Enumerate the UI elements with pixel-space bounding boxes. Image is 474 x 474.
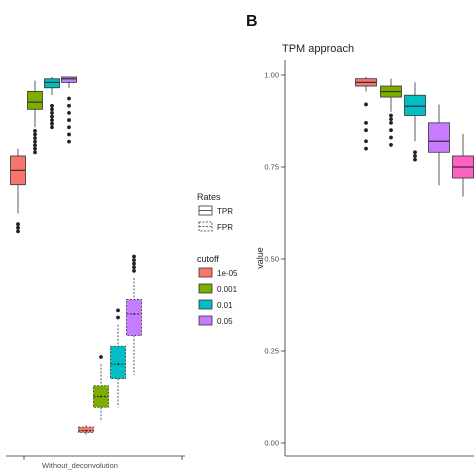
outlier-point [389, 143, 393, 147]
box-body [404, 94, 426, 116]
panel-a-box-fpr-0.001 [93, 355, 109, 422]
legend-label-cutoff: 1e-05 [217, 269, 238, 278]
box-body [428, 122, 450, 153]
box-body [44, 78, 60, 89]
panel-a-box-fpr-1e-05 [78, 425, 94, 436]
box-mean-point [133, 313, 135, 315]
legend-label-tpr: TPR [217, 207, 233, 216]
outlier-point [132, 254, 136, 259]
panel-a-plot: Without_deconvolution [6, 76, 185, 470]
legend-label-fpr: FPR [217, 223, 233, 232]
outlier-point [67, 139, 71, 144]
outlier-point [116, 315, 120, 320]
outlier-point [50, 125, 54, 130]
outlier-point [132, 265, 136, 270]
outlier-point [16, 222, 20, 227]
panel-b-y-tick-label: 0.75 [264, 163, 279, 172]
panel-a-box-tpr-1e-05 [10, 148, 26, 234]
outlier-point [132, 268, 136, 273]
panel-b-box-tpr-extra [452, 133, 474, 197]
outlier-point [50, 111, 54, 115]
outlier-point [389, 113, 393, 118]
panel-b-box-tpr-0.01 [404, 82, 426, 162]
legend: Rates TPR FPR cutoff 1e-05 0.001 0.01 0.… [197, 192, 238, 326]
outlier-point [364, 146, 368, 151]
panel-b-y-tick-label: 1.00 [264, 71, 279, 80]
panel-b-label: B [246, 13, 258, 30]
outlier-point [413, 154, 417, 158]
box-mean-point [85, 429, 87, 432]
legend-rates-title: Rates [197, 192, 221, 202]
outlier-point [364, 139, 368, 144]
outlier-point [364, 102, 368, 107]
box-body [110, 345, 126, 379]
outlier-point [389, 117, 393, 122]
outlier-point [33, 146, 37, 151]
outlier-point [132, 258, 136, 262]
outlier-point [33, 143, 37, 148]
outlier-point [33, 128, 37, 133]
outlier-point [389, 128, 393, 133]
outlier-point [116, 308, 120, 313]
panel-a-x-tick-label: Without_deconvolution [42, 461, 118, 470]
legend-label-cutoff: 0.01 [217, 301, 233, 310]
outlier-point [33, 136, 37, 140]
legend-label-cutoff: 0.001 [217, 285, 238, 294]
panel-b-box-tpr-0.001 [380, 78, 402, 147]
outlier-point [50, 118, 54, 122]
panel-b-y-tick-label: 0.00 [264, 439, 279, 448]
panel-a-box-fpr-0.05 [126, 254, 142, 375]
legend-key-cutoff-0.001 [198, 283, 213, 294]
outlier-point [16, 229, 20, 234]
outlier-point [67, 125, 71, 130]
legend-key-cutoff-1e-05 [198, 267, 213, 278]
legend-cutoff-title: cutoff [197, 254, 219, 264]
outlier-point [389, 120, 393, 125]
panel-a-box-tpr-0.05 [61, 76, 77, 144]
outlier-point [33, 150, 37, 155]
outlier-point [33, 139, 37, 144]
outlier-point [50, 107, 54, 112]
outlier-point [364, 128, 368, 133]
outlier-point [389, 135, 393, 140]
outlier-point [67, 111, 71, 115]
outlier-point [16, 225, 20, 230]
box-mean-point [100, 395, 102, 398]
outlier-point [132, 261, 136, 266]
outlier-point [364, 120, 368, 125]
outlier-point [50, 121, 54, 126]
panel-b-box-tpr-1e-05 [355, 76, 377, 151]
outlier-point [33, 132, 37, 137]
box-body [61, 76, 77, 83]
panel-b-y-tick-label: 0.50 [264, 255, 279, 264]
box-mean-point [117, 363, 119, 366]
panel-b-box-tpr-0.05 [428, 104, 450, 186]
panel-b-y-axis-label: value [255, 247, 265, 269]
panel-a-box-fpr-0.01 [110, 308, 126, 408]
outlier-point [50, 114, 54, 119]
legend-key-cutoff-0.01 [198, 299, 213, 310]
outlier-point [67, 103, 71, 108]
outlier-point [67, 96, 71, 101]
panel-a-box-tpr-0.01 [44, 77, 60, 130]
outlier-point [413, 157, 417, 162]
panel-b-title: TPM approach [282, 43, 354, 55]
outlier-point [67, 118, 71, 122]
panel-a-box-tpr-0.001 [27, 80, 43, 155]
outlier-point [99, 355, 103, 359]
legend-key-cutoff-0.05 [198, 315, 213, 326]
outlier-point [413, 150, 417, 155]
legend-label-cutoff: 0.05 [217, 317, 233, 326]
outlier-point [67, 132, 71, 137]
outlier-point [50, 103, 54, 108]
box-body [27, 90, 43, 110]
box-body [126, 299, 142, 336]
panel-b-y-tick-label: 0.25 [264, 347, 279, 356]
